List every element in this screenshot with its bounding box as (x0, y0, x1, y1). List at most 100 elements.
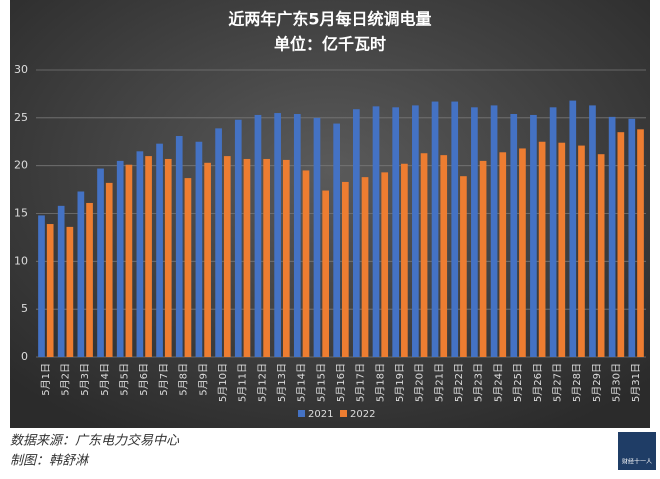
x-tick-label: 5月15日 (315, 363, 327, 402)
legend-swatch (340, 410, 347, 417)
bar (479, 160, 487, 357)
bar (204, 162, 211, 357)
bar (254, 114, 262, 357)
x-tick-label: 5月29日 (591, 363, 603, 402)
bar (589, 105, 596, 357)
x-tick-label: 5月23日 (473, 363, 485, 402)
bar (440, 155, 448, 357)
bar (243, 158, 251, 357)
bar (57, 205, 65, 357)
logo-box (618, 432, 656, 470)
y-tick-label: 30 (14, 63, 28, 76)
author-note: 制图：韩舒淋 (10, 454, 90, 469)
legend-label: 2021 (308, 409, 333, 420)
x-tick-label: 5月21日 (433, 363, 445, 402)
bar (549, 107, 557, 357)
bar (558, 142, 566, 357)
y-tick-label: 0 (21, 350, 28, 363)
bar (381, 172, 389, 357)
x-tick-label: 5月4日 (99, 363, 111, 396)
x-tick-label: 5月16日 (335, 363, 347, 402)
bar (66, 226, 74, 357)
bar (451, 101, 459, 357)
bar (86, 202, 93, 357)
x-tick-label: 5月2日 (60, 363, 72, 396)
bar (519, 148, 526, 357)
source-note: 数据来源：广东电力交易中心 (10, 433, 180, 449)
x-tick-label: 5月5日 (119, 363, 131, 396)
bar (136, 151, 144, 357)
bar (223, 156, 231, 357)
bar (471, 107, 478, 357)
x-tick-label: 5月19日 (394, 363, 406, 402)
bar (372, 106, 380, 357)
bar (175, 136, 183, 357)
bar (322, 190, 330, 357)
x-tick-label: 5月1日 (40, 363, 52, 396)
bar (313, 117, 321, 357)
bar (530, 114, 537, 357)
bar (293, 114, 301, 357)
x-tick-label: 5月6日 (138, 363, 150, 396)
bar (392, 107, 400, 357)
bar (538, 141, 546, 357)
legend-label: 2022 (350, 409, 375, 420)
x-tick-label: 5月30日 (610, 363, 622, 402)
x-tick-label: 5月25日 (512, 363, 524, 402)
bar (302, 170, 310, 357)
bar (401, 163, 408, 357)
x-tick-label: 5月31日 (630, 363, 642, 402)
bar (145, 156, 152, 357)
x-tick-label: 5月7日 (158, 363, 170, 396)
x-tick-label: 5月27日 (551, 363, 563, 402)
bar (420, 153, 428, 357)
bar (569, 100, 577, 357)
bar (333, 123, 340, 357)
bar (274, 113, 281, 357)
x-tick-label: 5月3日 (79, 363, 91, 396)
bar (282, 159, 290, 357)
bar (412, 105, 419, 357)
bar (361, 177, 369, 357)
bar (431, 101, 439, 357)
x-tick-label: 5月8日 (178, 363, 190, 396)
logo: 财经十一人 (622, 458, 652, 466)
bar (215, 128, 222, 357)
bar (234, 119, 242, 357)
x-tick-label: 5月14日 (296, 363, 308, 402)
bar (116, 160, 124, 357)
bar (597, 154, 605, 357)
bar (105, 182, 113, 357)
bar (628, 118, 636, 357)
bar (352, 109, 360, 358)
x-tick-label: 5月28日 (571, 363, 583, 402)
x-tick-label: 5月12日 (256, 363, 268, 402)
x-tick-label: 5月11日 (237, 363, 249, 402)
chart-title: 近两年广东5月每日统调电量 (228, 10, 431, 29)
bar (499, 152, 507, 357)
bar (46, 224, 54, 357)
x-tick-label: 5月26日 (532, 363, 544, 402)
bar (164, 158, 172, 357)
bar (125, 164, 133, 357)
x-tick-label: 5月24日 (492, 363, 504, 402)
x-tick-label: 5月20日 (414, 363, 426, 402)
y-tick-label: 5 (21, 302, 28, 315)
x-tick-label: 5月9日 (197, 363, 209, 396)
bar (608, 116, 616, 357)
bar (460, 176, 467, 357)
y-tick-label: 15 (14, 207, 28, 220)
bar (510, 114, 518, 357)
bar (342, 181, 349, 357)
bar (77, 191, 85, 357)
bar (38, 215, 45, 357)
y-tick-label: 25 (14, 111, 28, 124)
x-tick-label: 5月18日 (374, 363, 386, 402)
x-tick-label: 5月13日 (276, 363, 288, 402)
bar (156, 143, 163, 357)
bar (490, 105, 498, 357)
bar (617, 132, 625, 357)
y-tick-label: 20 (14, 159, 28, 172)
bar (195, 141, 203, 357)
y-tick-label: 10 (14, 254, 28, 267)
